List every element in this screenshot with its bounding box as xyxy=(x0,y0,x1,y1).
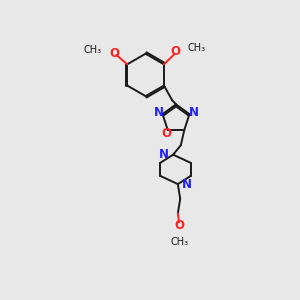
Text: O: O xyxy=(174,219,184,232)
Text: N: N xyxy=(189,106,199,119)
Text: O: O xyxy=(170,45,180,58)
Text: CH₃: CH₃ xyxy=(188,44,206,53)
Text: O: O xyxy=(161,127,172,140)
Text: CH₃: CH₃ xyxy=(170,236,188,247)
Text: N: N xyxy=(154,106,164,119)
Text: N: N xyxy=(182,178,192,190)
Text: N: N xyxy=(159,148,169,161)
Text: O: O xyxy=(110,46,120,60)
Text: CH₃: CH₃ xyxy=(84,45,102,55)
